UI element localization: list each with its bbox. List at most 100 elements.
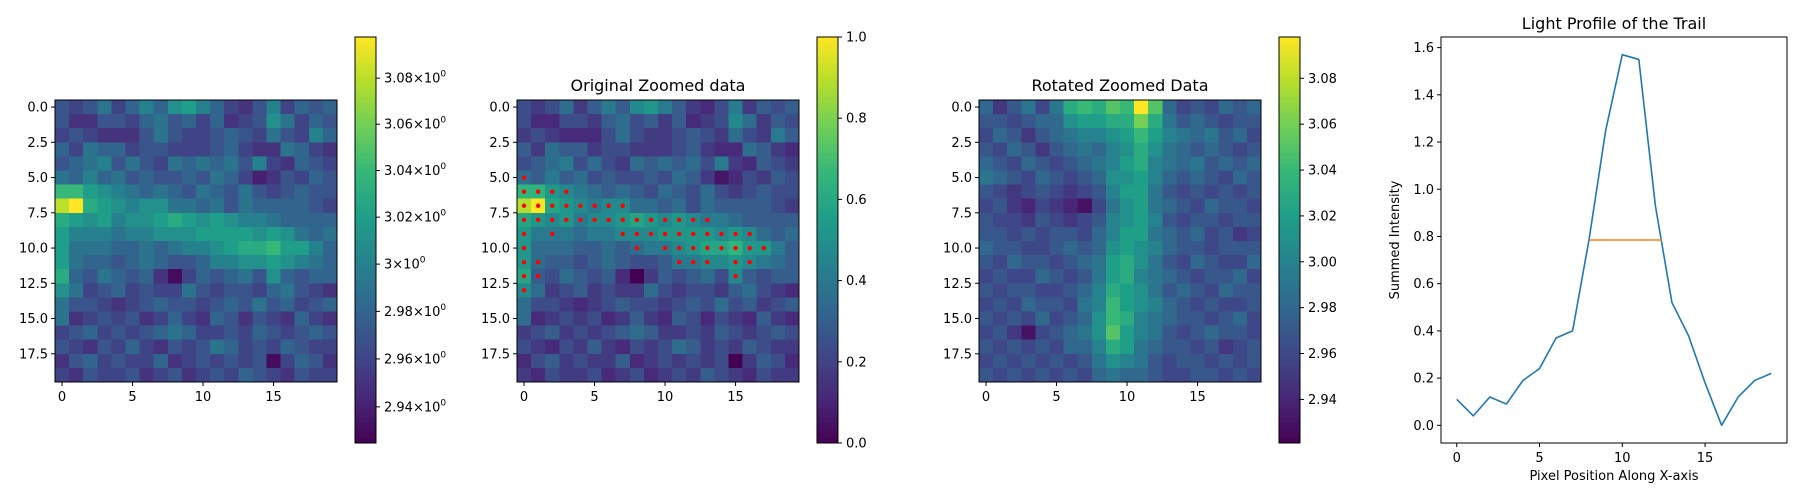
heatmap-cell [210, 170, 225, 185]
colorbar-segment [355, 47, 376, 53]
heatmap-cell [55, 226, 70, 242]
heatmap-cell [770, 367, 786, 383]
heatmap-cell [615, 114, 631, 129]
heatmap-cell [1091, 226, 1107, 242]
y-tick-label: 2.5 [489, 136, 510, 151]
heatmap-cell [125, 128, 140, 143]
heatmap-cell [742, 198, 758, 214]
heatmap-cell [658, 311, 673, 326]
heatmap-cell [125, 339, 140, 355]
heatmap-cell [770, 212, 786, 228]
colorbar-segment [1279, 387, 1300, 393]
colorbar-segment [817, 387, 838, 393]
heatmap-cell [756, 100, 772, 115]
colorbar-segment [817, 346, 838, 353]
mask-point [535, 203, 541, 208]
heatmap-cell [1007, 212, 1022, 228]
heatmap-cell [573, 142, 588, 157]
heatmap-cell [167, 156, 183, 171]
heatmap-cell [83, 311, 98, 326]
heatmap-cell [139, 212, 155, 228]
heatmap-cell [181, 353, 197, 369]
y-tick-label: 1.0 [1413, 183, 1434, 198]
heatmap-cell [125, 353, 140, 369]
heatmap-cell [1246, 311, 1262, 326]
heatmap-cell [770, 128, 786, 143]
colorbar-segment [355, 153, 376, 160]
heatmap-cell [993, 297, 1008, 312]
heatmap-cell [1091, 297, 1107, 312]
heatmap-cell [601, 367, 617, 383]
heatmap-cell [615, 255, 631, 270]
heatmap-cell [1148, 241, 1163, 256]
heatmap-cell [770, 269, 786, 284]
heatmap-cell [517, 156, 532, 171]
heatmap-cell [139, 353, 155, 369]
mask-point [676, 245, 682, 251]
heatmap-cell [1204, 353, 1220, 369]
heatmap-cell [294, 128, 310, 143]
heatmap-cell [1105, 297, 1121, 312]
heatmap-cell [573, 255, 588, 270]
heatmap-cell [238, 339, 253, 355]
colorbar-segment [355, 366, 376, 373]
heatmap-cell [224, 212, 239, 228]
heatmap-cell [1176, 184, 1191, 200]
heatmap-cell [69, 367, 84, 383]
colorbar-segment [817, 412, 838, 419]
heatmap-cell [308, 170, 324, 185]
heatmap-cell [1246, 198, 1262, 214]
heatmap-cell [629, 114, 645, 129]
heatmap-cell [658, 353, 673, 369]
heatmap-cell [153, 283, 169, 298]
heatmap-cell [153, 198, 169, 214]
heatmap-cell [531, 311, 546, 326]
y-tick-label: 0.0 [489, 101, 510, 116]
colorbar-segment [355, 336, 376, 343]
x-tick-label: 15 [265, 390, 282, 405]
mask-point [733, 245, 738, 251]
colorbar-segment [817, 402, 838, 409]
heatmap-cell [573, 353, 588, 369]
colorbar-segment [817, 113, 838, 119]
heatmap-cell [1049, 283, 1064, 298]
heatmap-cell [1035, 156, 1050, 171]
colorbar-tick-label: 3.04 [1308, 164, 1337, 179]
colorbar-segment [1279, 52, 1300, 58]
colorbar-segment [817, 295, 838, 302]
heatmap-cell [1007, 128, 1022, 143]
heatmap-cell [1176, 241, 1191, 256]
heatmap-cell [1091, 283, 1107, 298]
heatmap-cell [672, 325, 687, 341]
heatmap-cell [742, 156, 758, 171]
heatmap-cell [587, 128, 602, 143]
heatmap-cell [559, 353, 574, 369]
heatmap-cell [139, 325, 155, 341]
heatmap-cell [672, 269, 687, 284]
heatmap-cell [238, 255, 253, 270]
heatmap-cell [167, 311, 183, 326]
heatmap-cell [643, 142, 659, 157]
heatmap-cell [196, 339, 211, 355]
heatmap-cell [1035, 353, 1050, 369]
heatmap-cell [1007, 184, 1022, 200]
heatmap-cell [1176, 297, 1191, 312]
heatmap-cell [1105, 114, 1121, 129]
heatmap-cell [728, 297, 743, 312]
colorbar-segment [1279, 97, 1300, 104]
heatmap-cell [979, 198, 994, 214]
heatmap-cell [1021, 212, 1036, 228]
heatmap-cell [266, 353, 281, 369]
heatmap-cell [728, 325, 743, 341]
heatmap-cell [559, 241, 574, 256]
colorbar-segment [1279, 240, 1300, 246]
heatmap-cell [1049, 269, 1064, 284]
heatmap-cell [784, 128, 800, 143]
heatmap-cell [714, 212, 729, 228]
heatmap-cell [1063, 255, 1079, 270]
heatmap-cell [601, 241, 617, 256]
heatmap-cell [55, 100, 70, 115]
y-tick-label: 0.0 [27, 101, 48, 116]
heatmap-cell [1190, 226, 1205, 242]
heatmap-cell [742, 311, 758, 326]
